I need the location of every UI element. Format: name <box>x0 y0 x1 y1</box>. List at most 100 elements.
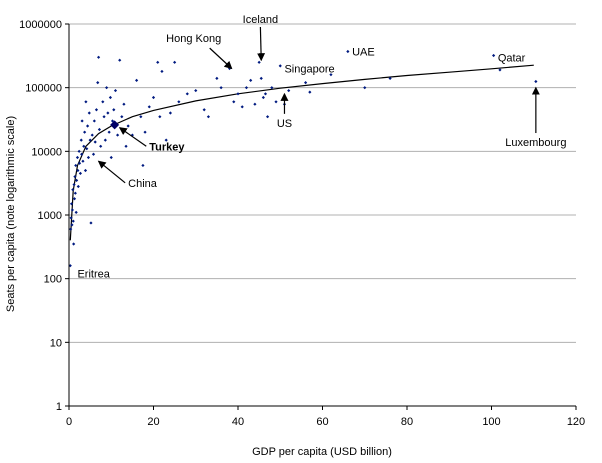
data-point <box>164 138 168 142</box>
data-point <box>91 152 96 156</box>
x-tick-label: 100 <box>482 416 500 428</box>
axes: 1 10 100 1000 10000 100000 1000000 0 20 40 60 80 100… <box>19 19 585 428</box>
data-point <box>135 78 139 83</box>
annotation-label: Singapore <box>284 64 334 76</box>
data-point <box>73 175 77 179</box>
data-point <box>346 49 350 54</box>
data-point <box>139 115 143 119</box>
data-point <box>69 216 73 220</box>
data-point <box>75 155 80 160</box>
x-tick-label: 120 <box>567 416 585 428</box>
data-point <box>69 227 73 231</box>
data-point <box>194 88 198 93</box>
data-point <box>72 242 76 246</box>
annotation-arrow <box>118 127 147 147</box>
data-point <box>99 144 103 148</box>
annotation-label: China <box>128 178 158 190</box>
data-point <box>75 178 79 182</box>
data-point <box>83 130 87 134</box>
data-point <box>112 108 116 112</box>
data-point <box>80 152 84 156</box>
annotations: Iceland Hong Kong UAE Singapore Qatar US Luxem… <box>77 14 566 281</box>
data-point <box>90 133 94 137</box>
data-point <box>106 111 110 115</box>
data-point <box>115 133 120 137</box>
data-point <box>265 115 270 119</box>
data-point <box>363 86 367 90</box>
data-point <box>270 86 274 90</box>
data-point <box>498 68 502 72</box>
data-point <box>177 100 181 104</box>
annotation-label: Turkey <box>149 141 185 153</box>
data-point <box>71 219 75 223</box>
data-point <box>101 100 105 104</box>
data-point <box>534 79 538 84</box>
data-point <box>77 161 82 165</box>
data-point <box>122 102 126 106</box>
data-point <box>79 138 83 142</box>
annotation-label: Qatar <box>498 52 526 64</box>
data-point <box>77 149 81 153</box>
data-point <box>160 69 164 74</box>
data-point <box>80 119 84 123</box>
annotation-arrow <box>257 26 266 62</box>
data-point <box>108 95 113 100</box>
data-point <box>244 86 249 90</box>
annotation-label: Luxembourg <box>505 137 566 149</box>
data-point <box>89 221 93 225</box>
y-tick-label: 1000000 <box>19 19 62 31</box>
y-tick-label: 10 <box>50 337 62 349</box>
data-point <box>107 130 111 134</box>
data-point <box>96 81 100 85</box>
data-point <box>94 108 99 112</box>
x-tick-label: 60 <box>316 416 328 428</box>
data-point <box>87 111 91 115</box>
data-point <box>88 138 92 142</box>
annotation-label: Eritrea <box>77 269 110 281</box>
data-point <box>76 184 80 189</box>
data-point <box>96 55 101 59</box>
trendline <box>69 64 534 241</box>
data-point <box>120 115 124 119</box>
data-point <box>71 188 75 192</box>
data-points <box>68 49 538 268</box>
data-point <box>308 90 312 94</box>
x-tick-label: 0 <box>66 416 72 428</box>
data-point <box>76 168 80 173</box>
data-point <box>236 92 240 96</box>
data-point <box>124 144 128 148</box>
data-point <box>287 88 291 93</box>
data-point <box>263 92 268 96</box>
x-tick-label: 20 <box>147 416 159 428</box>
data-point <box>69 202 74 206</box>
data-point <box>168 111 172 115</box>
data-point <box>70 223 74 227</box>
annotation-arrow <box>97 160 126 184</box>
data-point <box>105 86 109 90</box>
data-point <box>278 64 282 68</box>
data-point <box>97 127 102 132</box>
data-point <box>85 147 89 151</box>
data-point <box>206 115 211 119</box>
data-point <box>103 138 107 142</box>
y-tick-label: 1000 <box>38 210 62 222</box>
data-point <box>219 86 223 90</box>
y-tick-label: 10000 <box>31 146 62 158</box>
data-point <box>143 130 147 134</box>
data-point <box>113 88 118 93</box>
annotation-arrow <box>209 47 233 70</box>
trend-line <box>69 64 534 241</box>
data-point <box>304 81 308 85</box>
data-point <box>151 95 156 100</box>
data-point <box>92 119 96 123</box>
data-point <box>84 100 88 104</box>
data-point <box>147 105 151 109</box>
y-tick-label: 1 <box>56 401 62 413</box>
data-point <box>70 208 74 212</box>
data-point <box>73 191 77 195</box>
data-point <box>253 102 257 106</box>
annotation-label: UAE <box>352 46 375 58</box>
data-point <box>173 60 177 64</box>
data-point <box>78 171 83 176</box>
data-point <box>232 100 236 104</box>
